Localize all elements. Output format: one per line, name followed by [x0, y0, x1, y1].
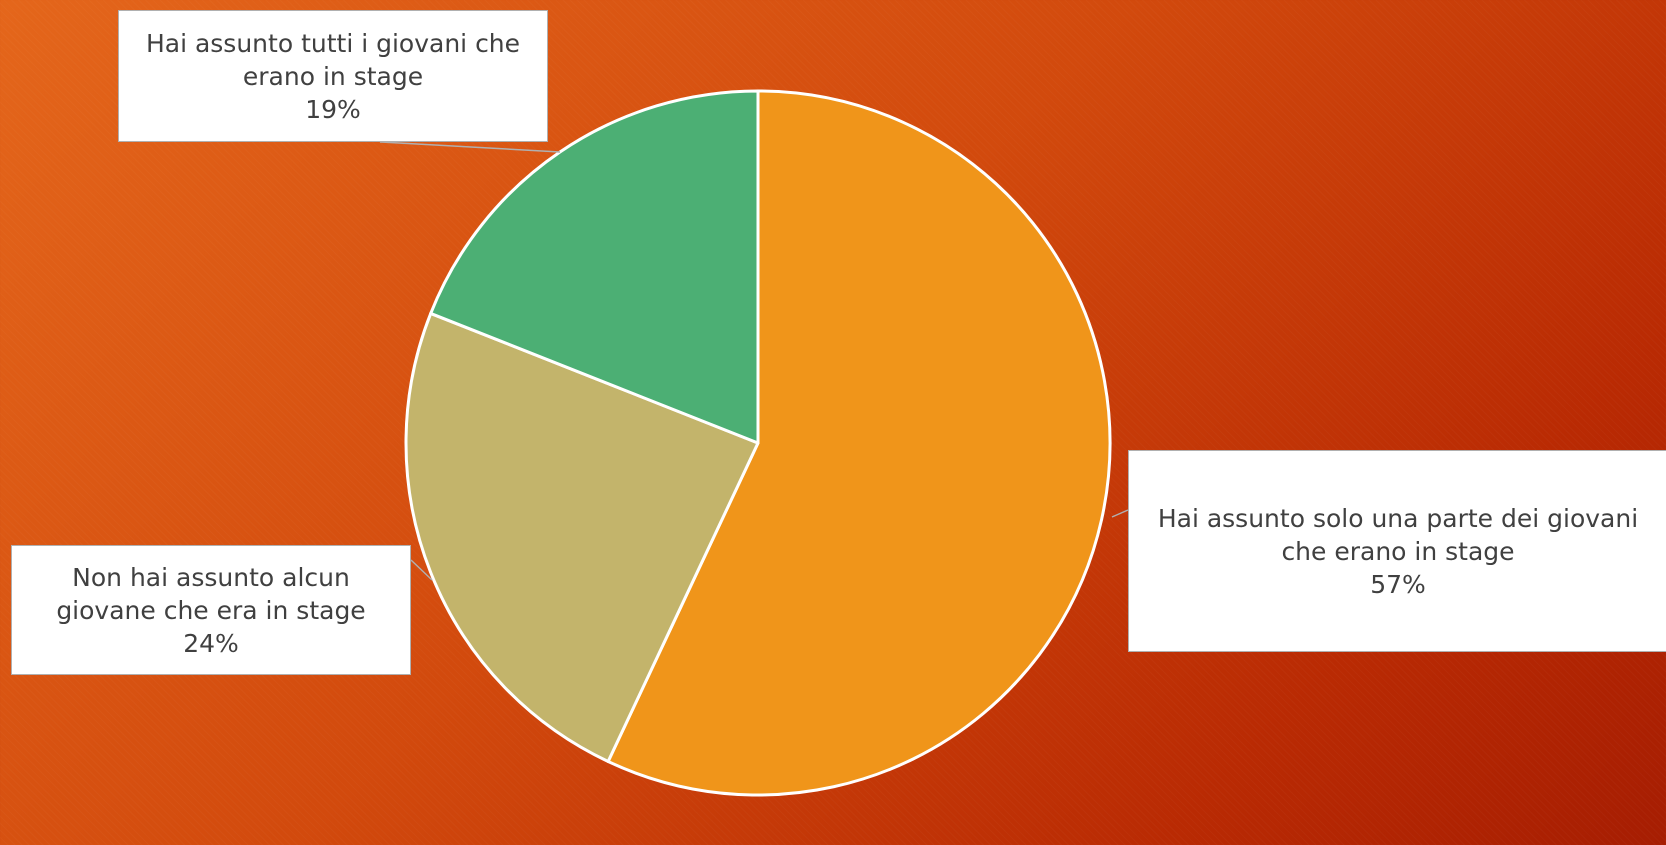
data-label-slice-1: Non hai assunto alcun giovane che era in… — [11, 545, 411, 675]
slice-label: Hai assunto tutti i giovani che erano in… — [145, 28, 521, 91]
leader-line-2 — [379, 141, 561, 153]
pie-slice-0 — [606, 89, 1112, 797]
slice-label: Hai assunto solo una parte dei giovani c… — [1157, 503, 1639, 566]
slice-value: 57% — [1370, 569, 1426, 599]
slice-value: 24% — [183, 628, 239, 658]
leader-line-0 — [1111, 509, 1129, 518]
leader-line-1 — [410, 559, 433, 581]
slice-label: Non hai assunto alcun giovane che era in… — [56, 562, 366, 625]
pie-slice-1 — [404, 311, 760, 763]
data-label-slice-0: Hai assunto solo una parte dei giovani c… — [1128, 450, 1666, 652]
slice-value: 19% — [305, 94, 361, 124]
data-label-slice-2: Hai assunto tutti i giovani che erano in… — [118, 10, 548, 142]
pie-slice-2 — [429, 89, 760, 445]
